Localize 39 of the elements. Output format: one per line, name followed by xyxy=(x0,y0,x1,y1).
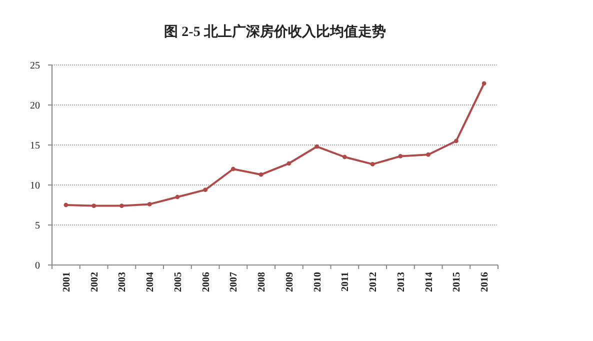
y-tick-label: 20 xyxy=(30,100,40,112)
x-tick-label: 2003 xyxy=(117,272,128,292)
x-tick-label: 2001 xyxy=(61,272,72,292)
point xyxy=(258,172,264,177)
x-tick-label: 2010 xyxy=(312,272,324,292)
x-tick-label: 2009 xyxy=(284,272,296,292)
point xyxy=(482,81,486,86)
y-tick-label: 5 xyxy=(35,220,40,232)
point xyxy=(203,188,208,192)
point xyxy=(454,138,458,144)
point xyxy=(230,166,236,172)
point xyxy=(119,204,124,208)
point xyxy=(64,202,68,208)
point xyxy=(147,202,152,206)
point xyxy=(314,144,320,149)
point xyxy=(426,152,431,157)
x-tick-label: 2011 xyxy=(340,272,352,292)
x-tick-label: 2004 xyxy=(145,272,156,292)
y-tick-label: 25 xyxy=(30,60,40,72)
x-tick-label: 2015 xyxy=(452,272,463,292)
point xyxy=(286,161,292,166)
x-tick-label: 2013 xyxy=(396,272,407,292)
point xyxy=(92,204,96,208)
x-tick-label: 2002 xyxy=(89,272,100,292)
x-tick-label: 2016 xyxy=(480,272,491,292)
point xyxy=(175,194,180,200)
y-tick-label: 10 xyxy=(30,180,40,192)
x-tick-label: 2007 xyxy=(228,272,240,292)
point xyxy=(342,154,347,160)
x-tick-label: 2006 xyxy=(200,272,212,292)
y-tick-label: 15 xyxy=(30,140,40,152)
x-tick-label: 2008 xyxy=(256,272,268,292)
chart-title: 图 2-5 北上广深房价收入比均值走势 xyxy=(164,23,386,40)
point xyxy=(398,154,403,158)
x-tick-label: 2014 xyxy=(424,272,435,292)
point xyxy=(370,162,375,166)
y-tick-label: 0 xyxy=(35,260,40,272)
x-tick-label: 2012 xyxy=(368,272,380,292)
x-tick-label: 2005 xyxy=(172,272,184,292)
